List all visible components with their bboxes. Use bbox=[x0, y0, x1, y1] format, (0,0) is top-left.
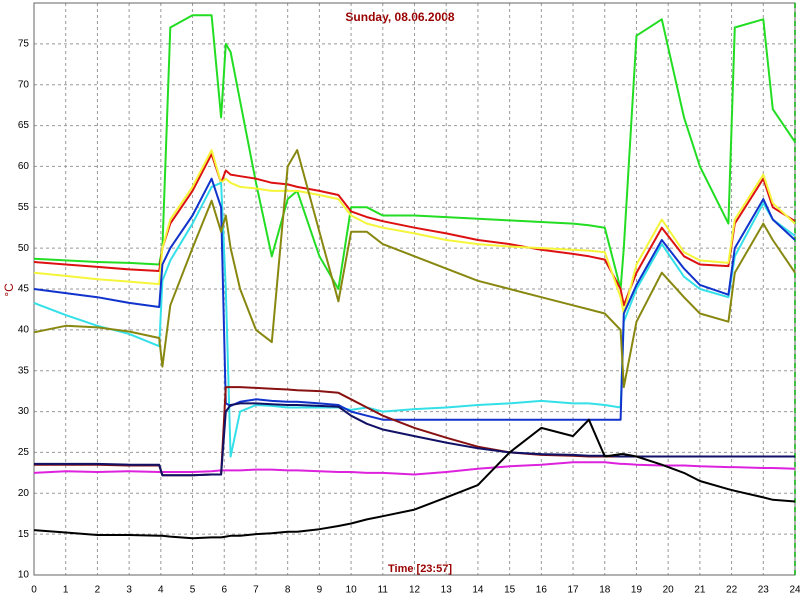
x-tick-label: 21 bbox=[694, 585, 706, 596]
y-tick-label: 15 bbox=[18, 529, 30, 540]
y-tick-label: 50 bbox=[18, 243, 30, 254]
series-line bbox=[33, 149, 796, 389]
series-line bbox=[33, 461, 796, 476]
y-tick-label: 20 bbox=[18, 488, 30, 499]
series-line bbox=[34, 402, 795, 477]
y-tick-label: 75 bbox=[18, 38, 30, 49]
x-axis-label: Time [23:57] bbox=[388, 563, 452, 575]
x-tick-label: 12 bbox=[409, 585, 421, 596]
y-tick-label: 45 bbox=[18, 284, 30, 295]
y-tick-label: 30 bbox=[18, 406, 30, 417]
x-tick-label: 13 bbox=[441, 585, 453, 596]
y-tick-label: 10 bbox=[18, 570, 30, 581]
x-tick-label: 20 bbox=[663, 585, 675, 596]
y-tick-label: 40 bbox=[18, 324, 30, 335]
series-line bbox=[33, 14, 796, 290]
y-axis-label: °C bbox=[2, 283, 16, 297]
x-tick-label: 6 bbox=[221, 585, 227, 596]
x-tick-label: 10 bbox=[346, 585, 358, 596]
series-line bbox=[33, 418, 796, 540]
y-tick-label: 55 bbox=[18, 202, 30, 213]
x-tick-label: 8 bbox=[285, 585, 291, 596]
x-tick-label: 7 bbox=[253, 585, 259, 596]
y-tick-label: 25 bbox=[18, 447, 30, 458]
x-tick-label: 11 bbox=[378, 585, 389, 596]
series-line bbox=[33, 177, 796, 421]
x-tick-label: 23 bbox=[758, 585, 770, 596]
chart-title: Sunday, 08.06.2008 bbox=[345, 10, 455, 24]
x-tick-label: 0 bbox=[31, 585, 37, 596]
series-line bbox=[33, 149, 796, 315]
x-tick-label: 15 bbox=[504, 585, 516, 596]
x-tick-label: 3 bbox=[126, 585, 132, 596]
series-line bbox=[33, 153, 796, 307]
x-tick-label: 24 bbox=[789, 585, 800, 596]
x-tick-label: 9 bbox=[317, 585, 323, 596]
x-tick-label: 19 bbox=[631, 585, 643, 596]
x-tick-label: 2 bbox=[95, 585, 101, 596]
x-tick-label: 14 bbox=[472, 585, 484, 596]
x-tick-label: 5 bbox=[190, 585, 196, 596]
y-tick-label: 70 bbox=[18, 79, 30, 90]
x-tick-label: 18 bbox=[599, 585, 611, 596]
x-tick-label: 4 bbox=[158, 585, 164, 596]
y-tick-label: 35 bbox=[18, 365, 30, 376]
x-tick-label: 22 bbox=[726, 585, 738, 596]
y-tick-label: 60 bbox=[18, 161, 30, 172]
x-tick-label: 17 bbox=[567, 585, 579, 596]
y-tick-label: 65 bbox=[18, 120, 30, 131]
x-tick-label: 16 bbox=[536, 585, 548, 596]
x-tick-label: 1 bbox=[63, 585, 69, 596]
